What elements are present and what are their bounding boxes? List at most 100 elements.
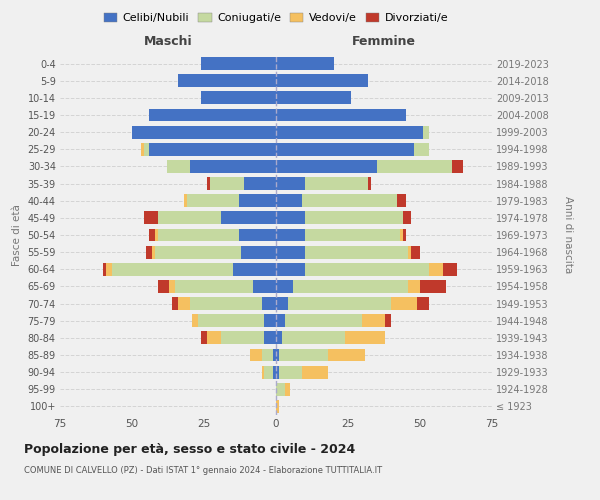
Bar	[143, 143, 149, 156]
Bar	[262, 366, 265, 378]
Bar	[302, 194, 397, 207]
Bar	[149, 143, 276, 156]
Y-axis label: Anni di nascita: Anni di nascita	[563, 196, 573, 274]
Bar	[190, 160, 276, 173]
Bar	[305, 177, 368, 190]
Bar	[276, 263, 305, 276]
Bar	[265, 366, 273, 378]
Bar	[273, 348, 276, 362]
Bar	[276, 126, 423, 138]
Bar	[140, 143, 143, 156]
Bar	[420, 280, 446, 293]
Bar	[377, 160, 452, 173]
Bar	[409, 280, 420, 293]
Bar	[207, 177, 210, 190]
Bar	[276, 332, 282, 344]
Bar	[276, 108, 406, 122]
Bar	[201, 57, 276, 70]
Bar	[403, 212, 412, 224]
Bar	[276, 280, 293, 293]
Bar	[302, 366, 328, 378]
Bar	[241, 246, 276, 258]
Bar	[253, 280, 276, 293]
Bar	[132, 126, 276, 138]
Bar	[221, 332, 265, 344]
Bar	[282, 332, 345, 344]
Bar	[391, 297, 417, 310]
Bar	[265, 314, 276, 327]
Bar	[155, 246, 241, 258]
Bar	[293, 280, 409, 293]
Bar	[279, 366, 302, 378]
Bar	[155, 228, 158, 241]
Bar	[201, 92, 276, 104]
Bar	[178, 74, 276, 87]
Bar	[184, 194, 187, 207]
Bar	[198, 314, 265, 327]
Bar	[276, 212, 305, 224]
Bar	[443, 263, 457, 276]
Bar	[158, 228, 239, 241]
Bar	[276, 74, 368, 87]
Bar	[276, 297, 287, 310]
Bar	[112, 263, 233, 276]
Bar	[146, 246, 152, 258]
Bar	[276, 143, 414, 156]
Bar	[412, 246, 420, 258]
Bar	[239, 228, 276, 241]
Bar	[287, 297, 391, 310]
Bar	[244, 177, 276, 190]
Bar	[368, 177, 371, 190]
Bar	[362, 314, 385, 327]
Bar	[167, 160, 190, 173]
Bar	[276, 92, 351, 104]
Bar	[143, 212, 158, 224]
Bar	[201, 332, 207, 344]
Bar	[152, 246, 155, 258]
Bar	[284, 314, 362, 327]
Text: Maschi: Maschi	[143, 35, 193, 48]
Bar	[190, 297, 262, 310]
Bar	[210, 177, 244, 190]
Bar	[276, 366, 279, 378]
Bar	[273, 366, 276, 378]
Bar	[172, 297, 178, 310]
Bar	[149, 108, 276, 122]
Legend: Celibi/Nubili, Coniugati/e, Vedovi/e, Divorziati/e: Celibi/Nubili, Coniugati/e, Vedovi/e, Di…	[100, 8, 452, 28]
Bar	[276, 228, 305, 241]
Bar	[452, 160, 463, 173]
Bar	[276, 314, 284, 327]
Bar	[279, 348, 328, 362]
Bar	[284, 383, 290, 396]
Bar	[265, 332, 276, 344]
Bar	[250, 348, 262, 362]
Bar	[169, 280, 175, 293]
Bar	[403, 228, 406, 241]
Bar	[158, 212, 221, 224]
Bar	[187, 194, 239, 207]
Bar	[106, 263, 112, 276]
Bar	[276, 383, 284, 396]
Bar	[409, 246, 412, 258]
Bar	[385, 314, 391, 327]
Bar	[178, 297, 190, 310]
Bar	[428, 263, 443, 276]
Bar	[233, 263, 276, 276]
Bar	[305, 246, 409, 258]
Bar	[276, 57, 334, 70]
Bar	[328, 348, 365, 362]
Bar	[397, 194, 406, 207]
Bar	[423, 126, 428, 138]
Bar	[239, 194, 276, 207]
Bar	[193, 314, 198, 327]
Bar	[276, 177, 305, 190]
Bar	[158, 280, 169, 293]
Text: Femmine: Femmine	[352, 35, 416, 48]
Bar	[276, 194, 302, 207]
Bar	[262, 297, 276, 310]
Y-axis label: Fasce di età: Fasce di età	[12, 204, 22, 266]
Bar	[103, 263, 106, 276]
Bar	[262, 348, 273, 362]
Bar	[276, 400, 279, 413]
Bar	[305, 228, 400, 241]
